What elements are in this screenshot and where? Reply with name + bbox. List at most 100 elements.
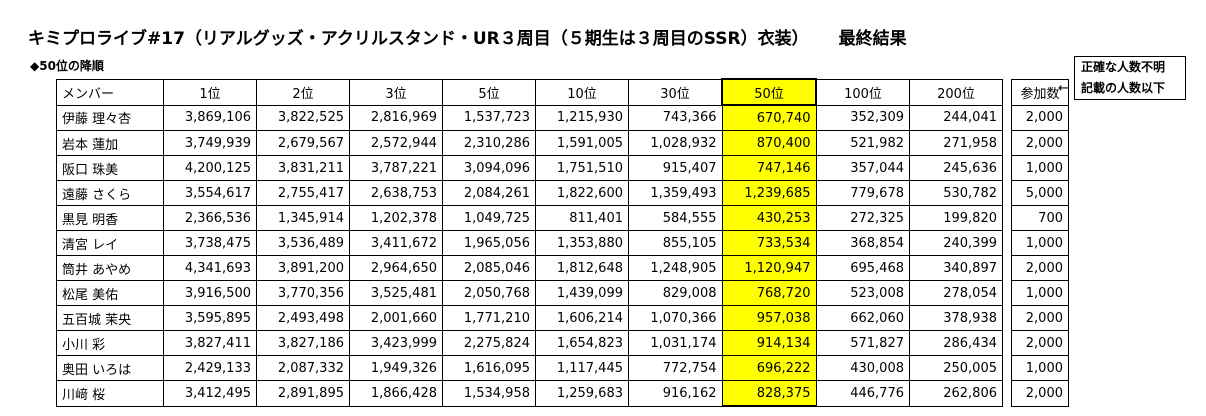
score-cell-10位: 1,215,930 <box>535 104 629 131</box>
score-cell-50位: 696,222 <box>721 355 817 381</box>
member-name: 遠藤 さくら <box>56 180 164 206</box>
table-row: 川﨑 桜 3,412,495 2,891,895 1,866,428 1,534,958… <box>56 380 1069 407</box>
score-cell-2位: 3,822,525 <box>256 104 350 131</box>
column-gap <box>1003 79 1012 105</box>
score-cell-2位: 2,891,895 <box>256 380 350 407</box>
score-cell-50位: 870,400 <box>721 130 817 156</box>
score-cell-1位: 3,738,475 <box>163 230 257 256</box>
score-cell-10位: 1,591,005 <box>535 130 629 156</box>
score-cell-3位: 2,638,753 <box>349 180 443 206</box>
score-cell-1位: 3,554,617 <box>163 180 257 206</box>
score-cell-200位: 278,054 <box>909 280 1003 306</box>
score-cell-1位: 3,869,106 <box>163 104 257 131</box>
score-cell-1位: 3,827,411 <box>163 330 257 356</box>
header-rank-50: 50位 <box>721 78 817 106</box>
score-cell-3位: 3,423,999 <box>349 330 443 356</box>
score-cell-3位: 1,866,428 <box>349 380 443 407</box>
member-name: 伊藤 理々杏 <box>56 104 164 131</box>
score-cell-100位: 357,044 <box>815 155 910 181</box>
score-cell-200位: 271,958 <box>909 130 1003 156</box>
score-cell-30位: 772,754 <box>628 355 723 381</box>
score-cell-50位: 828,375 <box>721 380 817 407</box>
header-rank-10: 10位 <box>535 78 629 106</box>
arrow-left-icon: ← <box>1058 81 1069 96</box>
score-cell-30位: 584,555 <box>628 205 723 231</box>
participant-count: 700 <box>1011 205 1069 231</box>
score-cell-30位: 1,028,932 <box>628 130 723 156</box>
member-name: 川﨑 桜 <box>56 380 164 407</box>
score-cell-5位: 2,084,261 <box>442 180 536 206</box>
score-cell-3位: 3,525,481 <box>349 280 443 306</box>
participant-count-note: 正確な人数不明 記載の人数以下 <box>1074 56 1186 100</box>
score-cell-200位: 286,434 <box>909 330 1003 356</box>
column-gap <box>1003 356 1012 381</box>
score-cell-3位: 2,001,660 <box>349 305 443 331</box>
participant-count: 2,000 <box>1011 305 1069 331</box>
member-name: 筒井 あやめ <box>56 255 164 281</box>
participant-count: 5,000 <box>1011 180 1069 206</box>
score-cell-5位: 2,050,768 <box>442 280 536 306</box>
ranking-table: メンバー 1位 2位 3位 5位 10位 30位 50位 100位 200位 参… <box>56 78 1069 407</box>
score-cell-5位: 3,094,096 <box>442 155 536 181</box>
column-gap <box>1003 231 1012 256</box>
score-cell-30位: 915,407 <box>628 155 723 181</box>
participant-count: 2,000 <box>1011 104 1069 131</box>
score-cell-50位: 1,239,685 <box>721 180 817 206</box>
score-cell-200位: 250,005 <box>909 355 1003 381</box>
score-cell-50位: 747,146 <box>721 155 817 181</box>
score-cell-3位: 2,572,944 <box>349 130 443 156</box>
note-line-1: 正確な人数不明 <box>1081 60 1166 74</box>
header-rank-200: 200位 <box>909 78 1003 106</box>
score-cell-1位: 4,341,693 <box>163 255 257 281</box>
score-cell-2位: 3,536,489 <box>256 230 350 256</box>
score-cell-3位: 3,787,221 <box>349 155 443 181</box>
participant-count: 2,000 <box>1011 130 1069 156</box>
score-cell-100位: 571,827 <box>815 330 910 356</box>
member-name: 小川 彩 <box>56 330 164 356</box>
score-cell-1位: 2,429,133 <box>163 355 257 381</box>
score-cell-5位: 1,771,210 <box>442 305 536 331</box>
score-cell-100位: 272,325 <box>815 205 910 231</box>
score-cell-30位: 1,031,174 <box>628 330 723 356</box>
score-cell-200位: 340,897 <box>909 255 1003 281</box>
score-cell-200位: 262,806 <box>909 380 1003 407</box>
score-cell-10位: 811,401 <box>535 205 629 231</box>
column-gap <box>1003 381 1012 407</box>
score-cell-50位: 914,134 <box>721 330 817 356</box>
score-cell-2位: 2,493,498 <box>256 305 350 331</box>
score-cell-100位: 368,854 <box>815 230 910 256</box>
table-header-row: メンバー 1位 2位 3位 5位 10位 30位 50位 100位 200位 参… <box>56 78 1069 106</box>
participant-count: 2,000 <box>1011 255 1069 281</box>
score-cell-1位: 3,595,895 <box>163 305 257 331</box>
score-cell-3位: 2,964,650 <box>349 255 443 281</box>
score-cell-100位: 779,678 <box>815 180 910 206</box>
table-row: 筒井 あやめ 4,341,693 3,891,200 2,964,650 2,085,0… <box>56 255 1069 281</box>
note-line-2: 記載の人数以下 <box>1081 81 1166 95</box>
score-cell-50位: 670,740 <box>721 104 817 131</box>
score-cell-50位: 768,720 <box>721 280 817 306</box>
score-cell-2位: 3,827,186 <box>256 330 350 356</box>
table-row: 遠藤 さくら 3,554,617 2,755,417 2,638,753 2,084,2… <box>56 180 1069 206</box>
score-cell-10位: 1,654,823 <box>535 330 629 356</box>
participant-count: 2,000 <box>1011 380 1069 407</box>
score-cell-3位: 3,411,672 <box>349 230 443 256</box>
header-rank-5: 5位 <box>442 78 536 106</box>
page-title: キミプロライブ#17（リアルグッズ・アクリルスタンド・UR３周目（５期生は３周目… <box>28 24 907 49</box>
table-row: 伊藤 理々杏 3,869,106 3,822,525 2,816,969 1,537,7… <box>56 104 1069 131</box>
score-cell-2位: 3,770,356 <box>256 280 350 306</box>
header-rank-3: 3位 <box>349 78 443 106</box>
column-gap <box>1003 131 1012 156</box>
participant-count: 1,000 <box>1011 230 1069 256</box>
score-cell-3位: 1,202,378 <box>349 205 443 231</box>
header-rank-30: 30位 <box>628 78 723 106</box>
score-cell-1位: 3,749,939 <box>163 130 257 156</box>
table-row: 阪口 珠美 4,200,125 3,831,211 3,787,221 3,094,09… <box>56 155 1069 181</box>
score-cell-200位: 240,399 <box>909 230 1003 256</box>
score-cell-1位: 3,412,495 <box>163 380 257 407</box>
score-cell-100位: 352,309 <box>815 104 910 131</box>
score-cell-2位: 1,345,914 <box>256 205 350 231</box>
member-name: 黒見 明香 <box>56 205 164 231</box>
score-cell-10位: 1,822,600 <box>535 180 629 206</box>
column-gap <box>1003 331 1012 356</box>
score-cell-30位: 743,366 <box>628 104 723 131</box>
